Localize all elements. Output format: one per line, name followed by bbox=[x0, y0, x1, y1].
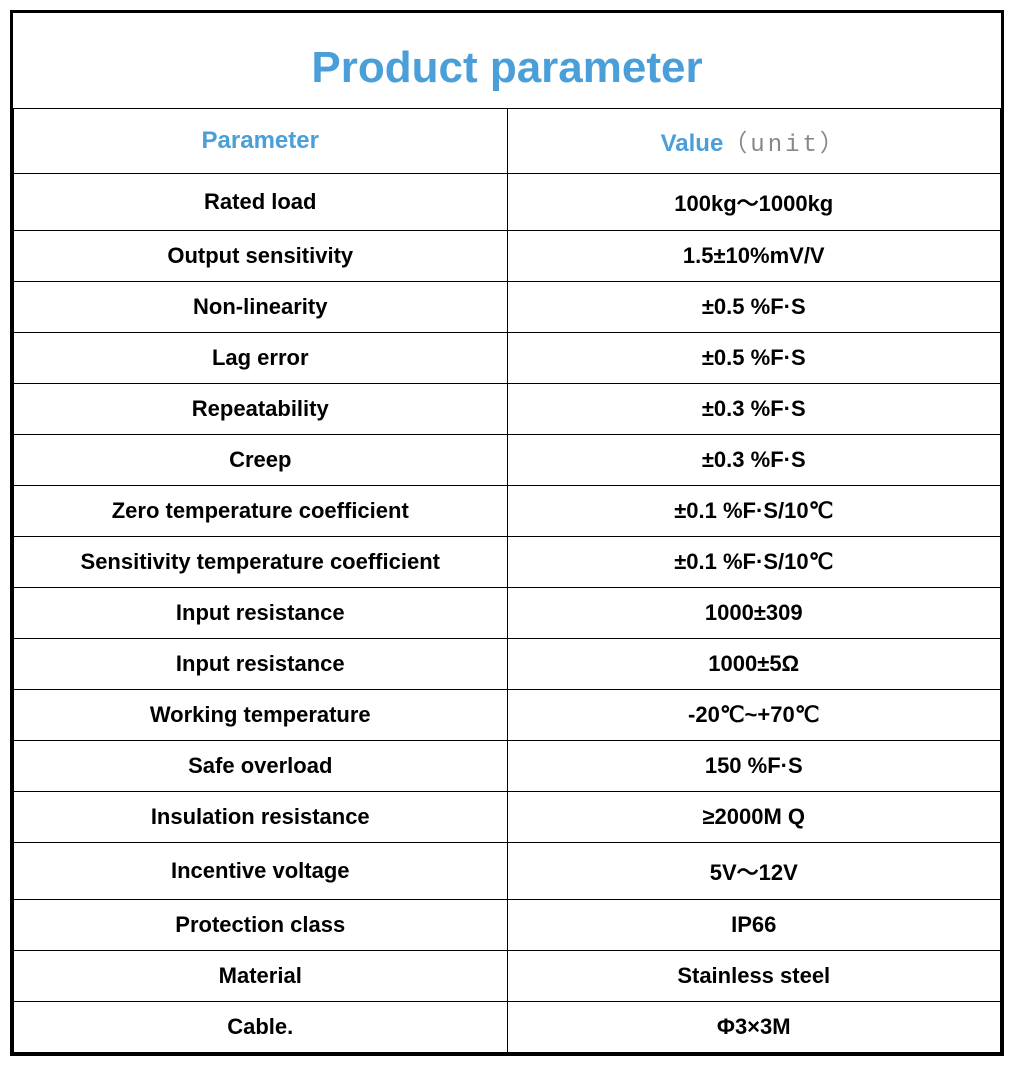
parameter-cell: Material bbox=[14, 951, 508, 1002]
table-row: Input resistance1000±309 bbox=[14, 588, 1001, 639]
value-cell: -20℃~+70℃ bbox=[507, 690, 1001, 741]
title-section: Product parameter bbox=[13, 13, 1001, 108]
value-cell: 1000±5Ω bbox=[507, 639, 1001, 690]
value-cell: ±0.5 %F·S bbox=[507, 282, 1001, 333]
table-row: Sensitivity temperature coefficient±0.1 … bbox=[14, 537, 1001, 588]
parameter-cell: Incentive voltage bbox=[14, 843, 508, 900]
table-row: Repeatability±0.3 %F·S bbox=[14, 384, 1001, 435]
table-row: Incentive voltage5V～12V bbox=[14, 843, 1001, 900]
column-header-parameter: Parameter bbox=[14, 109, 508, 174]
table-row: Output sensitivity1.5±10%mV/V bbox=[14, 231, 1001, 282]
table-row: Working temperature-20℃~+70℃ bbox=[14, 690, 1001, 741]
table-header-row: Parameter Value（unit） bbox=[14, 109, 1001, 174]
value-header-unit: （unit） bbox=[723, 132, 847, 159]
parameter-cell: Sensitivity temperature coefficient bbox=[14, 537, 508, 588]
value-cell: ±0.3 %F·S bbox=[507, 435, 1001, 486]
value-cell: 5V～12V bbox=[507, 843, 1001, 900]
table-row: Cable.Φ3×3M bbox=[14, 1002, 1001, 1053]
value-cell: ±0.1 %F·S/10℃ bbox=[507, 486, 1001, 537]
parameter-cell: Creep bbox=[14, 435, 508, 486]
parameter-table: Parameter Value（unit） Rated load100kg～10… bbox=[13, 108, 1001, 1053]
value-cell: 150 %F·S bbox=[507, 741, 1001, 792]
page-title: Product parameter bbox=[33, 43, 981, 93]
value-cell: 1000±309 bbox=[507, 588, 1001, 639]
value-cell: 1.5±10%mV/V bbox=[507, 231, 1001, 282]
parameter-cell: Safe overload bbox=[14, 741, 508, 792]
table-row: Input resistance1000±5Ω bbox=[14, 639, 1001, 690]
value-header-text: Value bbox=[661, 130, 724, 157]
parameter-cell: Input resistance bbox=[14, 588, 508, 639]
parameter-cell: Output sensitivity bbox=[14, 231, 508, 282]
table-row: Creep±0.3 %F·S bbox=[14, 435, 1001, 486]
table-body: Rated load100kg～1000kgOutput sensitivity… bbox=[14, 174, 1001, 1053]
parameter-cell: Lag error bbox=[14, 333, 508, 384]
table-row: Safe overload150 %F·S bbox=[14, 741, 1001, 792]
parameter-cell: Insulation resistance bbox=[14, 792, 508, 843]
value-cell: ±0.1 %F·S/10℃ bbox=[507, 537, 1001, 588]
value-cell: IP66 bbox=[507, 900, 1001, 951]
value-cell: ≥2000M Q bbox=[507, 792, 1001, 843]
table-row: Zero temperature coefficient±0.1 %F·S/10… bbox=[14, 486, 1001, 537]
parameter-cell: Cable. bbox=[14, 1002, 508, 1053]
parameter-cell: Non-linearity bbox=[14, 282, 508, 333]
column-header-value: Value（unit） bbox=[507, 109, 1001, 174]
table-row: MaterialStainless steel bbox=[14, 951, 1001, 1002]
value-cell: 100kg～1000kg bbox=[507, 174, 1001, 231]
parameter-cell: Working temperature bbox=[14, 690, 508, 741]
value-cell: ±0.5 %F·S bbox=[507, 333, 1001, 384]
parameter-cell: Rated load bbox=[14, 174, 508, 231]
table-row: Protection classIP66 bbox=[14, 900, 1001, 951]
table-row: Insulation resistance≥2000M Q bbox=[14, 792, 1001, 843]
parameter-cell: Zero temperature coefficient bbox=[14, 486, 508, 537]
table-row: Rated load100kg～1000kg bbox=[14, 174, 1001, 231]
value-cell: Stainless steel bbox=[507, 951, 1001, 1002]
table-container: Product parameter Parameter Value（unit） … bbox=[10, 10, 1004, 1056]
parameter-cell: Protection class bbox=[14, 900, 508, 951]
table-row: Lag error±0.5 %F·S bbox=[14, 333, 1001, 384]
value-cell: ±0.3 %F·S bbox=[507, 384, 1001, 435]
parameter-cell: Input resistance bbox=[14, 639, 508, 690]
value-cell: Φ3×3M bbox=[507, 1002, 1001, 1053]
table-row: Non-linearity±0.5 %F·S bbox=[14, 282, 1001, 333]
parameter-cell: Repeatability bbox=[14, 384, 508, 435]
